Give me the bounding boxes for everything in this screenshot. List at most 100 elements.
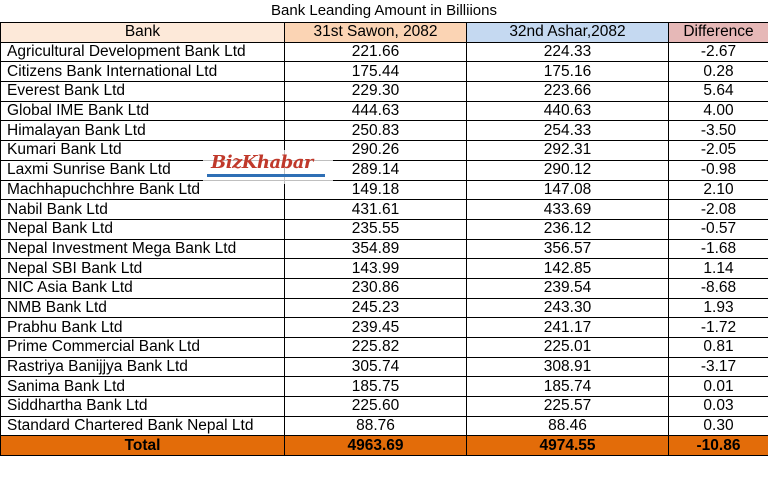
header-ashar[interactable]: 32nd Ashar,2082	[466, 22, 669, 43]
table-row: Machhapuchchhre Bank Ltd 149.18 147.08 2.10	[0, 179, 768, 201]
ashar-value-cell[interactable]: 254.33	[466, 120, 669, 142]
bizkhabar-watermark: BizKhabar	[203, 150, 333, 184]
table-row: Standard Chartered Bank Nepal Ltd 88.76 88…	[0, 415, 768, 437]
total-ashar[interactable]: 4974.55	[466, 435, 669, 457]
bank-name-cell[interactable]: Siddhartha Bank Ltd	[0, 396, 285, 417]
table-row: Himalayan Bank Ltd 250.83 254.33 -3.50	[0, 120, 768, 142]
sawon-value-cell[interactable]: 225.60	[284, 396, 467, 417]
table-row: Rastriya Banijjya Bank Ltd 305.74 308.91 -3…	[0, 356, 768, 378]
difference-cell[interactable]: 5.64	[668, 81, 768, 102]
bank-name-cell[interactable]: Machhapuchchhre Bank Ltd	[0, 179, 285, 201]
header-bank[interactable]: Bank	[0, 22, 285, 43]
total-sawon[interactable]: 4963.69	[284, 435, 467, 457]
sawon-value-cell[interactable]: 221.66	[284, 41, 467, 63]
bank-name-cell[interactable]: Prabhu Bank Ltd	[0, 317, 285, 338]
sawon-value-cell[interactable]: 230.86	[284, 277, 467, 299]
difference-cell[interactable]: -1.68	[668, 238, 768, 260]
table-row: Nepal SBI Bank Ltd 143.99 142.85 1.14	[0, 258, 768, 279]
ashar-value-cell[interactable]: 147.08	[466, 179, 669, 201]
ashar-value-cell[interactable]: 356.57	[466, 238, 669, 260]
sawon-value-cell[interactable]: 245.23	[284, 297, 467, 319]
sawon-value-cell[interactable]: 225.82	[284, 337, 467, 358]
bank-name-cell[interactable]: Himalayan Bank Ltd	[0, 120, 285, 142]
header-row: Bank 31st Sawon, 2082 32nd Ashar,2082 Di…	[0, 22, 768, 43]
difference-cell[interactable]: -0.57	[668, 218, 768, 240]
table-row: Kumari Bank Ltd 290.26 292.31 -2.05	[0, 140, 768, 161]
bank-name-cell[interactable]: Agricultural Development Bank Ltd	[0, 41, 285, 63]
ashar-value-cell[interactable]: 142.85	[466, 258, 669, 279]
ashar-value-cell[interactable]: 440.63	[466, 100, 669, 122]
bank-name-cell[interactable]: Rastriya Banijjya Bank Ltd	[0, 356, 285, 378]
ashar-value-cell[interactable]: 223.66	[466, 81, 669, 102]
bank-name-cell[interactable]: Everest Bank Ltd	[0, 81, 285, 102]
bank-name-cell[interactable]: Nepal Investment Mega Bank Ltd	[0, 238, 285, 260]
header-difference[interactable]: Difference	[668, 22, 768, 43]
difference-cell[interactable]: -2.67	[668, 41, 768, 63]
ashar-value-cell[interactable]: 225.57	[466, 396, 669, 417]
difference-cell[interactable]: 4.00	[668, 100, 768, 122]
bank-name-cell[interactable]: Nabil Bank Ltd	[0, 199, 285, 220]
sawon-value-cell[interactable]: 431.61	[284, 199, 467, 220]
total-label[interactable]: Total	[0, 435, 285, 457]
table-row: Nabil Bank Ltd 431.61 433.69 -2.08	[0, 199, 768, 220]
watermark-logo-text: BizKhabar	[211, 152, 313, 173]
difference-cell[interactable]: -8.68	[668, 277, 768, 299]
difference-cell[interactable]: -0.98	[668, 159, 768, 181]
ashar-value-cell[interactable]: 290.12	[466, 159, 669, 181]
difference-cell[interactable]: -2.08	[668, 199, 768, 220]
ashar-value-cell[interactable]: 292.31	[466, 140, 669, 161]
ashar-value-cell[interactable]: 236.12	[466, 218, 669, 240]
difference-cell[interactable]: 0.28	[668, 61, 768, 83]
bank-lending-table: Bank 31st Sawon, 2082 32nd Ashar,2082 Di…	[0, 22, 768, 457]
table-row: NIC Asia Bank Ltd 230.86 239.54 -8.68	[0, 277, 768, 299]
sawon-value-cell[interactable]: 239.45	[284, 317, 467, 338]
sawon-value-cell[interactable]: 185.75	[284, 376, 467, 398]
ashar-value-cell[interactable]: 185.74	[466, 376, 669, 398]
bank-name-cell[interactable]: Sanima Bank Ltd	[0, 376, 285, 398]
table-body: Agricultural Development Bank Ltd 221.66 2…	[0, 41, 768, 437]
difference-cell[interactable]: 1.14	[668, 258, 768, 279]
bank-name-cell[interactable]: NIC Asia Bank Ltd	[0, 277, 285, 299]
sawon-value-cell[interactable]: 229.30	[284, 81, 467, 102]
bank-name-cell[interactable]: Citizens Bank International Ltd	[0, 61, 285, 83]
ashar-value-cell[interactable]: 224.33	[466, 41, 669, 63]
table-row: Prime Commercial Bank Ltd 225.82 225.01 0.8…	[0, 337, 768, 358]
ashar-value-cell[interactable]: 225.01	[466, 337, 669, 358]
difference-cell[interactable]: 0.01	[668, 376, 768, 398]
difference-cell[interactable]: -1.72	[668, 317, 768, 338]
difference-cell[interactable]: -3.17	[668, 356, 768, 378]
sawon-value-cell[interactable]: 354.89	[284, 238, 467, 260]
sawon-value-cell[interactable]: 88.76	[284, 415, 467, 437]
difference-cell[interactable]: -2.05	[668, 140, 768, 161]
sawon-value-cell[interactable]: 175.44	[284, 61, 467, 83]
sawon-value-cell[interactable]: 444.63	[284, 100, 467, 122]
sawon-value-cell[interactable]: 235.55	[284, 218, 467, 240]
sawon-value-cell[interactable]: 143.99	[284, 258, 467, 279]
sawon-value-cell[interactable]: 305.74	[284, 356, 467, 378]
ashar-value-cell[interactable]: 88.46	[466, 415, 669, 437]
ashar-value-cell[interactable]: 243.30	[466, 297, 669, 319]
table-row: Sanima Bank Ltd 185.75 185.74 0.01	[0, 376, 768, 398]
ashar-value-cell[interactable]: 241.17	[466, 317, 669, 338]
difference-cell[interactable]: 1.93	[668, 297, 768, 319]
ashar-value-cell[interactable]: 433.69	[466, 199, 669, 220]
bank-name-cell[interactable]: Nepal Bank Ltd	[0, 218, 285, 240]
bank-name-cell[interactable]: Global IME Bank Ltd	[0, 100, 285, 122]
difference-cell[interactable]: 0.81	[668, 337, 768, 358]
bank-name-cell[interactable]: Nepal SBI Bank Ltd	[0, 258, 285, 279]
total-row: Total 4963.69 4974.55 -10.86	[0, 435, 768, 457]
header-sawon[interactable]: 31st Sawon, 2082	[284, 22, 467, 43]
difference-cell[interactable]: -3.50	[668, 120, 768, 142]
bank-name-cell[interactable]: NMB Bank Ltd	[0, 297, 285, 319]
sawon-value-cell[interactable]: 250.83	[284, 120, 467, 142]
ashar-value-cell[interactable]: 175.16	[466, 61, 669, 83]
total-difference[interactable]: -10.86	[668, 435, 768, 457]
ashar-value-cell[interactable]: 239.54	[466, 277, 669, 299]
ashar-value-cell[interactable]: 308.91	[466, 356, 669, 378]
bank-name-cell[interactable]: Standard Chartered Bank Nepal Ltd	[0, 415, 285, 437]
difference-cell[interactable]: 0.30	[668, 415, 768, 437]
difference-cell[interactable]: 0.03	[668, 396, 768, 417]
difference-cell[interactable]: 2.10	[668, 179, 768, 201]
bank-name-cell[interactable]: Prime Commercial Bank Ltd	[0, 337, 285, 358]
